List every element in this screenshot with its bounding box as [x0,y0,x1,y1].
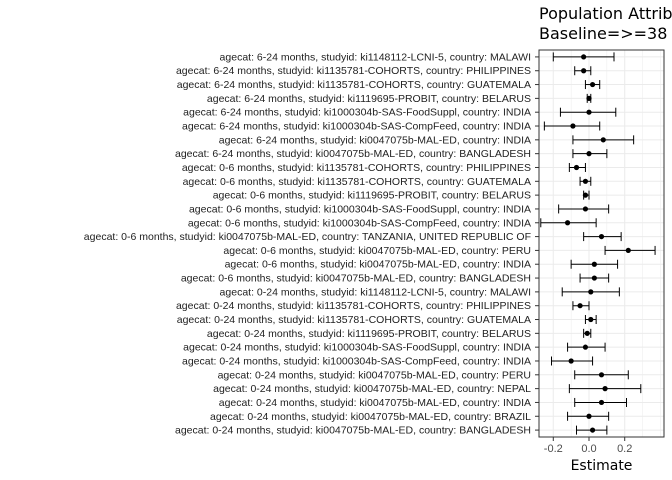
estimate-point [584,330,590,336]
estimate-point [586,95,592,101]
estimate-point [588,289,594,295]
estimate-point [586,413,592,419]
plot-border [538,49,665,438]
x-tick-label: -0.2 [544,443,563,455]
y-tick-label: agecat: 0-24 months, studyid: ki1119695-… [207,328,531,340]
y-tick-label: agecat: 0-6 months, studyid: ki1119695-P… [213,190,531,202]
y-tick-label: agecat: 6-24 months, studyid: ki1148112-… [220,51,531,63]
y-tick-label: agecat: 0-24 months, studyid: ki0047075b… [213,383,531,395]
estimate-point [589,427,596,433]
y-tick-label: agecat: 0-6 months, studyid: ki1135781-C… [182,162,531,174]
estimate-point [588,316,594,323]
y-tick-label: agecat: 0-6 months, studyid: ki1000304b-… [189,203,531,215]
plot-panel [539,50,664,437]
chart-subtitle: Baseline=>=38 [539,24,668,43]
y-tick-label: agecat: 6-24 months, studyid: ki0047075b… [175,148,531,160]
estimate-point [589,81,596,88]
y-tick-label: agecat: 6-24 months, studyid: ki1000304b… [182,121,531,133]
x-tick-label: 0.2 [617,443,632,455]
y-tick-label: agecat: 0-6 months, studyid: ki0047075b-… [181,273,531,285]
y-tick-label: agecat: 0-24 months, studyid: ki0047075b… [210,411,531,423]
y-tick-label: agecat: 6-24 months, studyid: ki0047075b… [219,134,531,146]
estimate-point [602,386,608,392]
estimate-point [598,399,605,406]
y-tick-label: agecat: 0-6 months, studyid: ki1000304b-… [188,217,531,229]
estimate-point [625,247,631,254]
estimate-point [600,137,606,143]
estimate-point [591,275,597,281]
y-tick-label: agecat: 6-24 months, studyid: ki1135781-… [176,65,531,77]
estimate-point [586,109,592,115]
y-tick-label: agecat: 0-24 months, studyid: ki1000304b… [182,355,531,367]
estimate-point [598,372,605,378]
chart-title: Population Attrib [539,4,672,23]
estimate-point [581,54,587,60]
estimate-point [564,220,571,226]
estimate-point [582,192,589,198]
estimate-point [577,303,583,309]
y-tick-label: agecat: 6-24 months, studyid: ki1135781-… [177,79,531,91]
estimate-point [591,261,597,267]
y-tick-label: agecat: 0-24 months, studyid: ki1000304b… [183,342,531,354]
y-tick-label: agecat: 0-24 months, studyid: ki1148112-… [220,286,531,298]
estimate-point [582,206,589,212]
estimate-point [570,123,576,129]
estimate-point [573,164,580,171]
y-tick-label: agecat: 0-6 months, studyid: ki0047075b-… [84,231,531,243]
estimate-point [586,151,592,157]
estimate-point [582,178,589,184]
x-tick-label: 0.0 [581,443,596,455]
y-tick-label: agecat: 0-24 months, studyid: ki0047075b… [219,397,531,409]
y-tick-label: agecat: 6-24 months, studyid: ki1000304b… [183,107,531,119]
y-tick-label: agecat: 6-24 months, studyid: ki1119695-… [207,93,531,105]
estimate-point [598,233,605,240]
y-tick-label: agecat: 0-6 months, studyid: ki1135781-C… [183,176,531,188]
y-tick-label: agecat: 0-6 months, studyid: ki0047075b-… [223,245,531,257]
estimate-point [581,68,587,74]
y-tick-label: agecat: 0-24 months, studyid: ki0047075b… [175,425,531,437]
y-tick-label: agecat: 0-24 months, studyid: ki1135781-… [176,300,531,312]
y-tick-label: agecat: 0-24 months, studyid: ki1135781-… [177,314,531,326]
y-tick-label: agecat: 0-6 months, studyid: ki0047075b-… [225,259,531,271]
estimate-point [582,344,589,350]
x-axis-title: Estimate [571,458,633,474]
estimate-point [568,358,574,364]
y-tick-label: agecat: 0-24 months, studyid: ki0047075b… [218,369,531,381]
